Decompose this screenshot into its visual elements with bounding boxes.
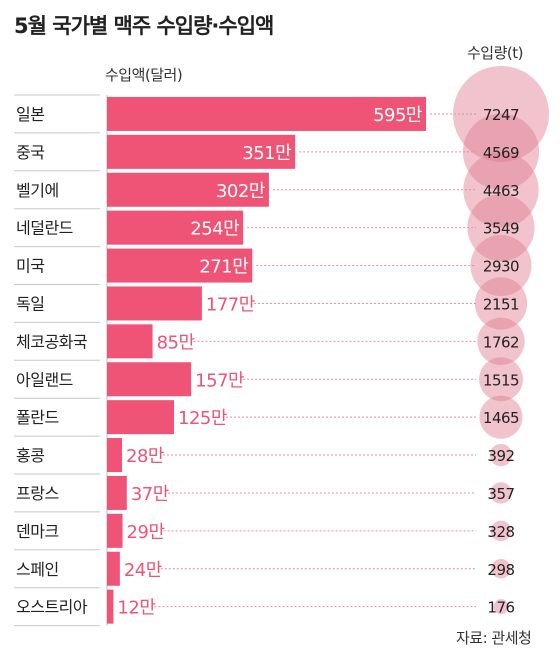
volume-bubble [462, 113, 540, 190]
volume-bubble [489, 443, 513, 467]
category-label: 폴란드 [16, 408, 59, 427]
volume-value-label: 328 [487, 523, 514, 541]
category-label: 홍콩 [16, 446, 44, 465]
category-label: 중국 [16, 143, 44, 162]
volume-value-label: 392 [487, 447, 514, 465]
category-label: 덴마크 [16, 522, 59, 541]
value-axis-label: 수입액(달러) [105, 66, 183, 84]
bar-value-label: 595만 [373, 105, 422, 126]
volume-value-label: 357 [487, 485, 514, 503]
category-label: 프랑스 [16, 484, 59, 503]
volume-bubble [490, 520, 512, 542]
category-label: 체코공화국 [16, 332, 87, 351]
value-bar [107, 438, 123, 473]
bar-value-label: 37만 [131, 484, 169, 505]
volume-value-label: 4569 [483, 144, 519, 162]
value-bar [107, 400, 175, 435]
volume-bubble [491, 559, 511, 579]
category-label: 독일 [16, 294, 44, 313]
value-bar [107, 475, 127, 510]
volume-value-label: 7247 [483, 106, 519, 124]
volume-value-label: 176 [487, 599, 514, 617]
value-bar [107, 96, 426, 131]
bar-value-label: 85만 [157, 332, 195, 353]
category-label: 벨기에 [16, 181, 59, 200]
bar-value-label: 254만 [190, 219, 239, 240]
volume-bubble [479, 357, 523, 402]
chart-title: 5월 국가별 맥주 수입량·수입액 [14, 14, 274, 38]
value-bar [107, 286, 202, 321]
bar-value-label: 351만 [242, 143, 291, 164]
category-label: 네덜란드 [16, 219, 73, 238]
volume-bubble [467, 194, 535, 262]
value-bar [107, 172, 269, 207]
value-bar [107, 362, 192, 397]
category-label: 일본 [16, 105, 44, 124]
value-bar [107, 134, 296, 169]
category-label: 미국 [16, 257, 44, 276]
volume-bubble [463, 152, 539, 228]
bar-value-label: 271만 [199, 257, 248, 278]
value-bar [107, 248, 253, 283]
bar-value-label: 24만 [124, 560, 162, 581]
bar-value-label: 302만 [216, 181, 265, 202]
bar-value-label: 29만 [127, 522, 165, 543]
volume-bubble [470, 235, 532, 297]
value-bar [107, 324, 153, 359]
volume-bubble [453, 65, 549, 162]
volume-value-label: 1515 [483, 371, 519, 389]
volume-value-label: 2930 [483, 258, 519, 276]
bar-value-label: 12만 [117, 598, 155, 619]
volume-value-label: 298 [487, 561, 514, 579]
volume-axis-label: 수입량(t) [467, 44, 524, 62]
source-note: 자료: 관세청 [456, 629, 532, 647]
volume-bubble [479, 395, 523, 439]
value-bar [107, 210, 244, 245]
value-bar [107, 589, 114, 624]
category-label: 스페인 [16, 560, 59, 579]
category-label: 아일랜드 [16, 370, 73, 389]
value-bar [107, 551, 120, 586]
volume-bubble [490, 482, 512, 504]
bar-value-label: 28만 [126, 446, 164, 467]
volume-value-label: 1465 [483, 409, 519, 427]
category-label: 오스트리아 [16, 598, 88, 617]
bar-value-label: 177만 [206, 294, 255, 315]
volume-value-label: 3549 [483, 220, 519, 238]
volume-value-label: 2151 [483, 295, 519, 313]
volume-bubble [493, 599, 509, 615]
volume-bubble [477, 317, 525, 366]
volume-value-label: 1762 [483, 333, 519, 351]
value-bar [107, 513, 123, 548]
volume-bubble [474, 277, 528, 330]
volume-value-label: 4463 [483, 182, 519, 200]
bar-value-label: 157만 [195, 370, 244, 391]
bar-value-label: 125만 [178, 408, 227, 429]
